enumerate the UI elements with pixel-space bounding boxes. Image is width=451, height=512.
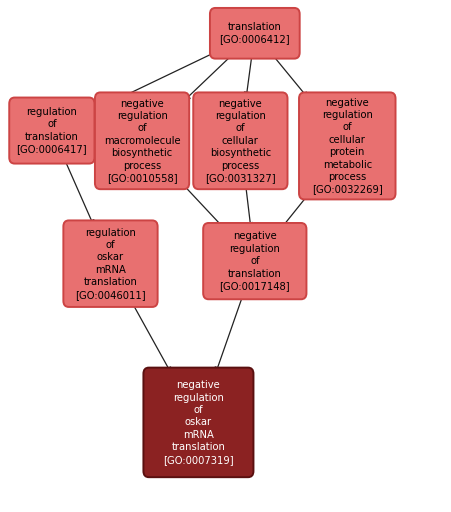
- Text: regulation
of
oskar
mRNA
translation
[GO:0046011]: regulation of oskar mRNA translation [GO…: [75, 228, 146, 300]
- Text: negative
regulation
of
macromolecule
biosynthetic
process
[GO:0010558]: negative regulation of macromolecule bio…: [104, 99, 180, 183]
- FancyBboxPatch shape: [299, 93, 396, 200]
- FancyBboxPatch shape: [9, 97, 95, 164]
- Text: translation
[GO:0006412]: translation [GO:0006412]: [220, 22, 290, 45]
- Text: negative
regulation
of
cellular
biosynthetic
process
[GO:0031327]: negative regulation of cellular biosynth…: [205, 99, 276, 183]
- Text: negative
regulation
of
oskar
mRNA
translation
[GO:0007319]: negative regulation of oskar mRNA transl…: [163, 380, 234, 464]
- FancyBboxPatch shape: [210, 8, 299, 58]
- Text: regulation
of
translation
[GO:0006417]: regulation of translation [GO:0006417]: [17, 107, 87, 154]
- Text: negative
regulation
of
cellular
protein
metabolic
process
[GO:0032269]: negative regulation of cellular protein …: [312, 97, 382, 195]
- FancyBboxPatch shape: [143, 368, 253, 477]
- FancyBboxPatch shape: [63, 221, 158, 307]
- FancyBboxPatch shape: [193, 93, 288, 189]
- FancyBboxPatch shape: [203, 223, 307, 299]
- FancyBboxPatch shape: [95, 93, 189, 189]
- Text: negative
regulation
of
translation
[GO:0017148]: negative regulation of translation [GO:0…: [220, 231, 290, 291]
